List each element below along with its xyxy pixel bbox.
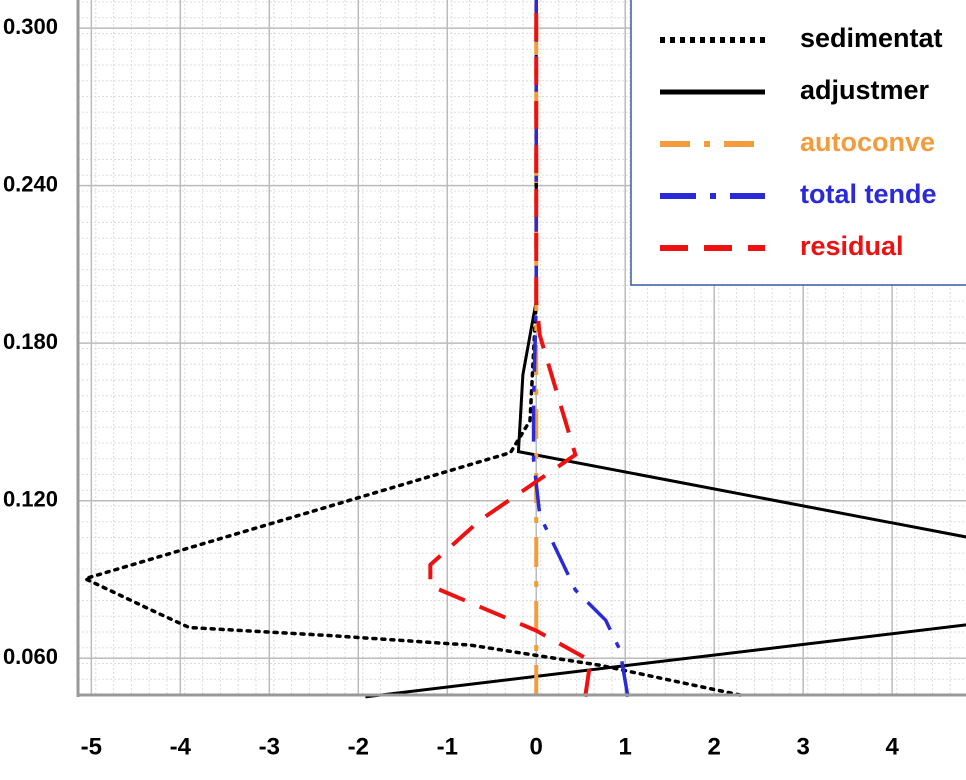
plot-lines — [80, 0, 966, 699]
y-tick-label: 0.060 — [3, 644, 58, 669]
y-tick-label: 0.120 — [3, 487, 58, 512]
x-tick-label: 0 — [530, 733, 543, 760]
axes: -5 -4 -3 -2 -1 0 1 2 3 4 0.060 0.120 0.180 0.240 0.300 — [3, 0, 966, 760]
legend-label: autoconve — [800, 127, 935, 157]
legend-label: residual — [800, 231, 904, 261]
x-tick-label: -5 — [81, 733, 102, 760]
x-tick-label: 1 — [619, 733, 632, 760]
x-tick-label: 3 — [796, 733, 809, 760]
x-tick-label: -4 — [170, 733, 192, 760]
legend-label: adjustmer — [800, 75, 930, 105]
series-line — [80, 0, 742, 697]
x-tick-label: -1 — [437, 733, 458, 760]
x-tick-label: -2 — [348, 733, 369, 760]
legend-label: sedimentat — [800, 23, 943, 53]
legend: sedimentat adjustmer autoconve total tende r… — [630, 0, 966, 286]
y-tick-label: 0.300 — [3, 14, 58, 39]
x-tick-label: -3 — [259, 733, 280, 760]
legend-label: total tende — [800, 179, 937, 209]
x-tick-label: 2 — [708, 733, 721, 760]
y-tick-label: 0.240 — [3, 171, 58, 196]
series-line — [428, 0, 593, 698]
x-tick-label: 4 — [885, 733, 899, 760]
y-tick-label: 0.180 — [3, 329, 58, 354]
